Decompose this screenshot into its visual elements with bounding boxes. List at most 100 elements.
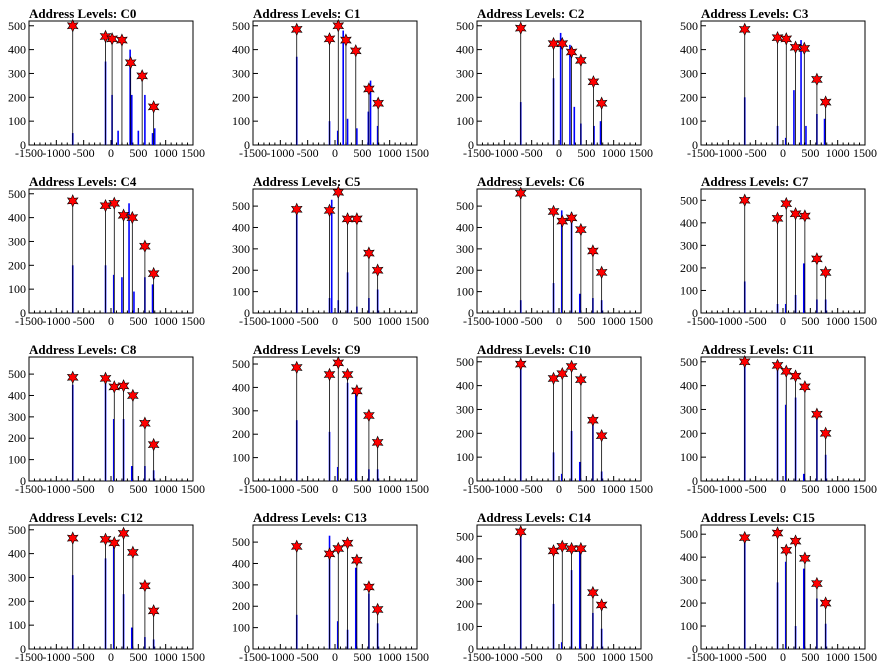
y-tick-label: 200 (232, 599, 250, 613)
peak-marker (363, 408, 375, 423)
histogram-panel: Address Levels: C10100200300400500-1500-… (232, 6, 429, 160)
y-tick-label: 300 (680, 66, 698, 80)
panel-title: Address Levels: C10 (477, 342, 591, 357)
x-tick-label: -1000 (490, 146, 518, 160)
panel-title: Address Levels: C7 (701, 174, 809, 189)
x-tick-label: 1500 (853, 314, 877, 328)
x-tick-label: -1500 (15, 482, 43, 496)
x-tick-label: 1500 (853, 650, 877, 664)
y-tick-label: 400 (456, 379, 474, 393)
peak-marker (351, 384, 363, 398)
y-tick-label: 200 (680, 426, 698, 440)
histogram-panel: Address Levels: C60100200300400500-1500-… (456, 174, 653, 328)
y-tick-label: 500 (456, 19, 474, 33)
peak-marker (595, 265, 608, 280)
x-tick-label: 500 (129, 146, 147, 160)
peak-marker (738, 22, 751, 37)
histogram-panel: Address Levels: C00100200300400500-1500-… (8, 6, 205, 160)
peak-marker (780, 543, 793, 558)
panel-title: Address Levels: C6 (477, 174, 585, 189)
y-tick-label: 300 (8, 410, 26, 424)
x-tick-label: 500 (577, 482, 595, 496)
peak-marker (547, 36, 560, 51)
x-tick-label: -500 (73, 146, 95, 160)
panel-title: Address Levels: C2 (477, 6, 584, 21)
y-tick-label: 300 (232, 66, 250, 80)
peak-marker (116, 33, 128, 47)
x-tick-label: -500 (521, 482, 543, 496)
y-tick-label: 0 (692, 306, 698, 320)
plot-frame (476, 188, 642, 314)
plot-frame (252, 524, 418, 650)
peak-marker (351, 553, 363, 568)
x-tick-label: 1000 (826, 650, 850, 664)
y-tick-label: 100 (8, 453, 26, 467)
x-tick-label: -500 (745, 650, 767, 664)
panel-title: Address Levels: C11 (701, 342, 814, 357)
peak-marker (341, 212, 354, 226)
peak-marker (66, 194, 79, 208)
x-tick-label: -500 (297, 650, 319, 664)
x-tick-label: 0 (780, 650, 786, 664)
x-tick-label: -1500 (463, 650, 491, 664)
plot-frame (700, 188, 866, 314)
x-tick-label: -1000 (42, 482, 70, 496)
peak-marker (371, 263, 384, 277)
panel-title: Address Levels: C12 (29, 510, 143, 525)
x-tick-label: 500 (353, 482, 371, 496)
x-tick-label: 0 (556, 482, 562, 496)
peak-marker (575, 541, 587, 556)
peak-marker (323, 32, 336, 46)
x-tick-label: 0 (108, 650, 114, 664)
y-tick-label: 300 (456, 574, 474, 588)
panel-title: Address Levels: C3 (701, 6, 809, 21)
peak-marker (789, 534, 802, 548)
panel-title: Address Levels: C1 (253, 6, 360, 21)
y-tick-label: 100 (232, 114, 250, 128)
x-tick-label: -1500 (15, 650, 43, 664)
peak-marker (799, 380, 811, 394)
y-tick-label: 200 (456, 263, 474, 277)
y-tick-label: 0 (244, 306, 250, 320)
x-tick-label: -1000 (714, 314, 742, 328)
peak-marker (341, 367, 354, 382)
y-tick-label: 400 (232, 43, 250, 57)
x-tick-label: -1500 (687, 482, 715, 496)
x-tick-label: -1000 (266, 314, 294, 328)
histogram-panel: Address Levels: C30100200300400500-1500-… (680, 6, 877, 160)
y-tick-label: 200 (456, 426, 474, 440)
y-tick-label: 400 (8, 388, 26, 402)
y-tick-label: 300 (456, 242, 474, 256)
plot-frame (252, 20, 418, 146)
y-tick-label: 200 (8, 90, 26, 104)
plot-frame (252, 188, 418, 314)
x-tick-label: -1000 (490, 482, 518, 496)
x-tick-label: -500 (73, 650, 95, 664)
y-tick-label: 500 (680, 193, 698, 207)
peak-marker (771, 30, 784, 45)
x-tick-label: 0 (332, 146, 338, 160)
x-tick-label: 1500 (405, 314, 429, 328)
peak-marker (99, 532, 112, 547)
peak-marker (117, 379, 130, 393)
peak-marker (595, 96, 608, 111)
peak-marker (340, 33, 352, 47)
peak-marker (556, 214, 569, 228)
x-tick-label: 1500 (629, 650, 653, 664)
y-tick-label: 0 (244, 474, 250, 488)
peak-marker (290, 22, 303, 37)
y-tick-label: 500 (456, 355, 474, 369)
y-tick-label: 300 (456, 66, 474, 80)
x-tick-label: -1000 (42, 650, 70, 664)
y-tick-label: 400 (456, 552, 474, 566)
x-tick-label: 500 (129, 482, 147, 496)
y-tick-label: 0 (692, 138, 698, 152)
plot-frame (476, 20, 642, 146)
x-tick-label: -1000 (42, 314, 70, 328)
x-tick-label: 1500 (853, 146, 877, 160)
peak-marker (771, 526, 784, 540)
y-tick-label: 200 (232, 90, 250, 104)
histogram-panel: Address Levels: C12 0 100 200 300 400 500 -1500… (8, 510, 205, 664)
x-tick-label: -1500 (687, 146, 715, 160)
